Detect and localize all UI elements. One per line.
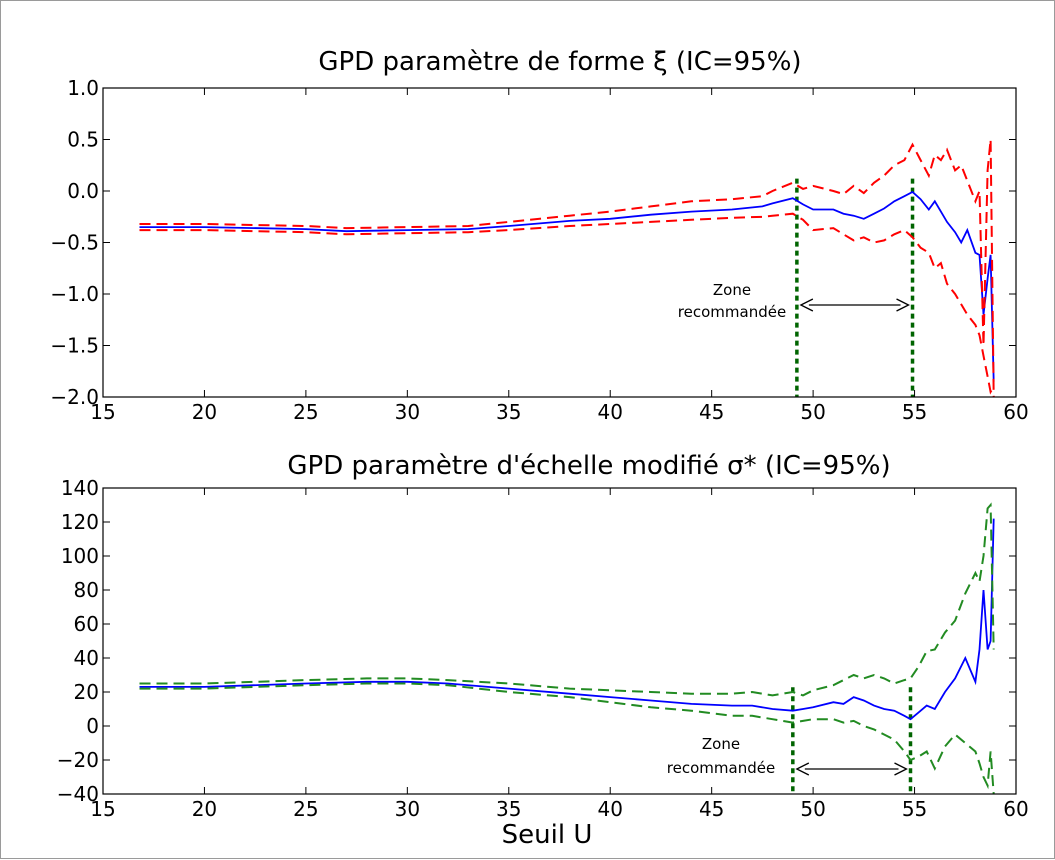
estimate-line [139,518,995,721]
x-tick-label: 15 [90,797,115,821]
y-tick-label: −1.0 [50,282,99,306]
y-tick-label: 0.5 [67,128,99,152]
y-axis-ticks: 140 120 100 80 60 40 20 0 −20 −40 [57,476,1016,806]
x-tick-label: 20 [192,400,217,424]
y-tick-label: −20 [57,748,99,772]
zone-label-line2: recommandée [667,759,775,777]
zone-label-line1: Zone [713,281,751,299]
y-tick-label: 60 [74,612,99,636]
x-tick-label: 60 [1003,797,1028,821]
y-tick-label: 100 [61,544,99,568]
plot-title: GPD paramètre d'échelle modifié σ* (IC=9… [287,451,890,481]
x-tick-label: 60 [1003,400,1028,424]
y-tick-label: 0 [86,714,99,738]
x-tick-label: 25 [293,400,318,424]
y-tick-label: −2.0 [50,385,99,409]
y-tick-label: 120 [61,510,99,534]
x-tick-label: 15 [90,400,115,424]
shape-parameter-plot: GPD paramètre de forme ξ (IC=95%) 15 20 25… [50,47,1028,424]
confidence-bound-line-2 [139,682,995,795]
estimate-line [139,190,995,382]
x-tick-label: 35 [496,400,521,424]
zone-annotation: Zone recommandée [678,281,786,321]
zone-arrow-right-head [896,298,910,312]
x-axis-ticks: 15 20 25 30 35 40 45 50 55 60 [90,488,1029,821]
x-tick-label: 25 [293,797,318,821]
confidence-bound-line-1 [139,502,995,697]
y-tick-label: 0.0 [67,179,99,203]
zone-arrow-left-head [799,298,814,312]
y-tick-label: −0.5 [50,231,99,255]
y-tick-label: 80 [74,578,99,602]
scale-parameter-plot: GPD paramètre d'échelle modifié σ* (IC=9… [57,451,1029,850]
x-tick-label: 50 [800,797,825,821]
y-tick-label: 20 [74,680,99,704]
shape-plot-marks [139,139,995,398]
y-tick-label: −40 [57,782,99,806]
x-tick-label: 35 [496,797,521,821]
x-tick-label: 40 [597,797,622,821]
zone-label-line1: Zone [702,735,740,753]
confidence-bound-line-1 [139,139,995,398]
x-tick-label: 55 [902,797,927,821]
plot-title: GPD paramètre de forme ξ (IC=95%) [318,47,801,77]
y-tick-label: 140 [61,476,99,500]
y-tick-label: 1.0 [67,76,99,100]
y-axis-ticks: 1.0 0.5 0.0 −0.5 −1.0 −1.5 −2.0 [50,76,1016,409]
x-axis-ticks: 15 20 25 30 35 40 45 50 55 60 [90,88,1029,424]
x-tick-label: 30 [395,400,420,424]
x-tick-label: 45 [699,797,724,821]
x-axis-label: Seuil U [502,820,593,850]
x-tick-label: 20 [192,797,217,821]
x-tick-label: 45 [699,400,724,424]
x-tick-label: 40 [597,400,622,424]
x-tick-label: 55 [902,400,927,424]
confidence-bound-line-2 [139,212,995,395]
plot-frame [102,87,1017,398]
zone-annotation: Zone recommandée [667,735,775,777]
zone-arrow-left-head [795,762,810,776]
zone-arrow-right-head [894,762,908,776]
plot-frame [102,487,1017,795]
y-tick-label: 40 [74,646,99,670]
zone-label-line2: recommandée [678,303,786,321]
scale-plot-marks [139,502,995,795]
y-tick-label: −1.5 [50,334,99,358]
x-tick-label: 50 [800,400,825,424]
x-tick-label: 30 [395,797,420,821]
